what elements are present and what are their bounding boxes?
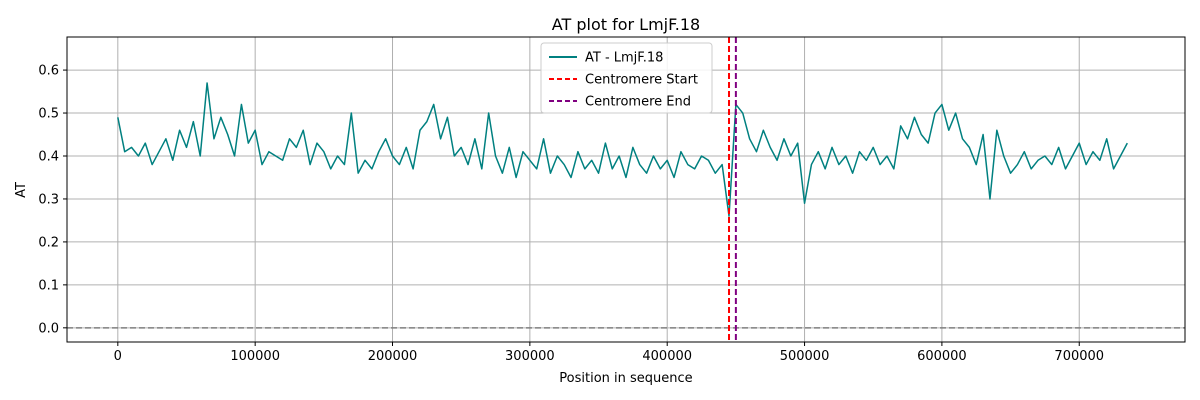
y-tick-label: 0.6 xyxy=(38,64,59,79)
x-tick-label: 0 xyxy=(114,349,122,364)
y-tick-label: 0.0 xyxy=(38,321,59,336)
legend-label: AT - LmjF.18 xyxy=(585,51,663,66)
y-tick-label: 0.5 xyxy=(38,107,59,122)
legend: AT - LmjF.18 Centromere Start Centromere E… xyxy=(540,42,713,114)
x-tick-label: 300000 xyxy=(505,349,555,364)
x-tick-label: 500000 xyxy=(780,349,830,364)
y-tick-label: 0.4 xyxy=(38,149,59,164)
x-tick-label: 100000 xyxy=(230,349,280,364)
plot-frame xyxy=(66,36,1186,343)
x-tick-label: 600000 xyxy=(917,349,967,364)
legend-box xyxy=(540,42,713,114)
legend-label: Centromere End xyxy=(585,95,691,110)
x-tick-label: 400000 xyxy=(642,349,692,364)
legend-label: Centromere Start xyxy=(585,73,698,88)
series-group xyxy=(117,82,1128,217)
series-line xyxy=(117,82,1128,217)
x-axis-title: Position in sequence xyxy=(559,371,692,386)
y-tick-label: 0.3 xyxy=(38,192,59,207)
y-tick-label: 0.2 xyxy=(38,235,59,250)
x-axis-ticks: 0 100000 200000 300000 400000 500000 600000 700… xyxy=(114,342,1104,364)
y-axis-title: AT xyxy=(14,182,29,198)
chart-title: AT plot for LmjF.18 xyxy=(552,15,700,34)
x-tick-label: 200000 xyxy=(368,349,418,364)
x-tick-label: 700000 xyxy=(1054,349,1104,364)
y-tick-label: 0.1 xyxy=(38,278,59,293)
y-axis-ticks: 0.0 0.1 0.2 0.3 0.4 0.5 0.6 xyxy=(38,64,67,336)
centromere-lines xyxy=(728,37,737,342)
